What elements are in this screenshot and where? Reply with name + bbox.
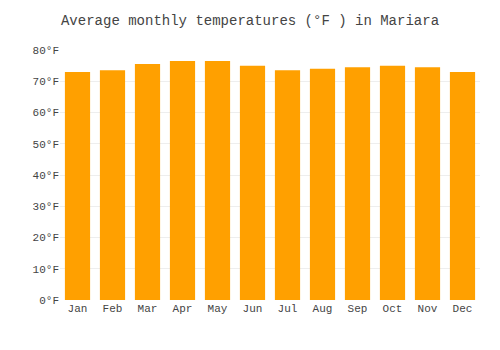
svg-text:20°F: 20°F xyxy=(33,232,59,244)
svg-text:Jan: Jan xyxy=(68,303,88,315)
svg-text:Apr: Apr xyxy=(173,303,193,315)
svg-text:30°F: 30°F xyxy=(33,201,59,213)
svg-text:Oct: Oct xyxy=(383,303,403,315)
svg-text:70°F: 70°F xyxy=(33,76,59,88)
svg-text:40°F: 40°F xyxy=(33,170,59,182)
svg-text:50°F: 50°F xyxy=(33,139,59,151)
svg-text:0°F: 0°F xyxy=(39,295,59,307)
svg-text:May: May xyxy=(208,303,228,315)
svg-text:Feb: Feb xyxy=(103,303,123,315)
svg-text:Aug: Aug xyxy=(313,303,333,315)
svg-text:Jul: Jul xyxy=(278,303,298,315)
svg-text:Jun: Jun xyxy=(243,303,263,315)
svg-text:Sep: Sep xyxy=(348,303,368,315)
svg-text:60°F: 60°F xyxy=(33,107,59,119)
svg-text:10°F: 10°F xyxy=(33,264,59,276)
svg-text:Mar: Mar xyxy=(138,303,158,315)
svg-text:Dec: Dec xyxy=(453,303,473,315)
svg-text:Average monthly temperatures (: Average monthly temperatures (°F ) in Ma… xyxy=(61,13,439,29)
svg-text:Nov: Nov xyxy=(418,303,438,315)
svg-text:80°F: 80°F xyxy=(33,45,59,57)
